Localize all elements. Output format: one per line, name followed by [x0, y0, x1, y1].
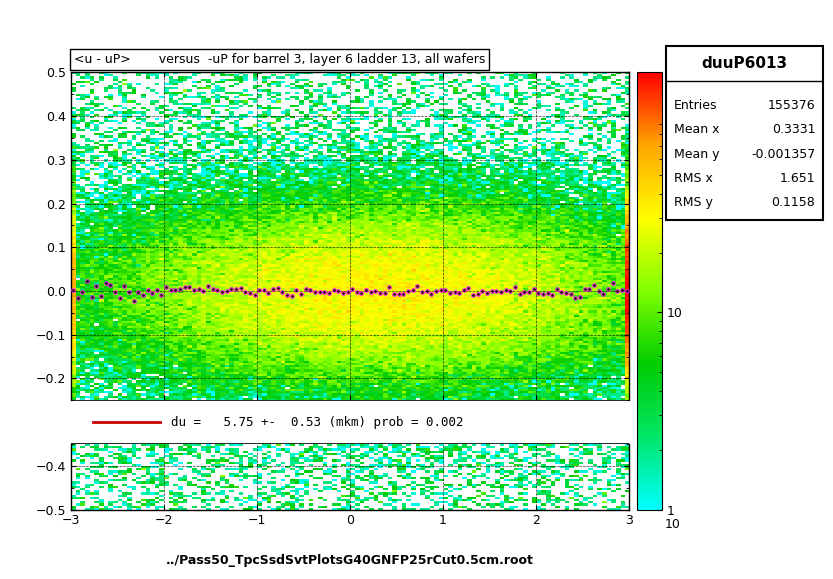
- Text: RMS y: RMS y: [674, 196, 713, 209]
- Text: 155376: 155376: [767, 99, 816, 112]
- Text: duuP6013: duuP6013: [701, 56, 788, 71]
- Text: RMS x: RMS x: [674, 172, 713, 185]
- Text: Entries: Entries: [674, 99, 718, 112]
- Text: ../Pass50_TpcSsdSvtPlotsG40GNFP25rCut0.5cm.root: ../Pass50_TpcSsdSvtPlotsG40GNFP25rCut0.5…: [166, 555, 534, 567]
- Text: 0.3331: 0.3331: [771, 123, 816, 136]
- Text: 1.651: 1.651: [780, 172, 816, 185]
- Text: Mean x: Mean x: [674, 123, 720, 136]
- Text: 10: 10: [665, 50, 681, 64]
- Text: -0.001357: -0.001357: [751, 148, 816, 160]
- Text: Mean y: Mean y: [674, 148, 720, 160]
- Text: 10: 10: [665, 518, 681, 532]
- Text: du =   5.75 +-  0.53 (mkm) prob = 0.002: du = 5.75 +- 0.53 (mkm) prob = 0.002: [172, 416, 464, 428]
- Text: <u - uP>       versus  -uP for barrel 3, layer 6 ladder 13, all wafers: <u - uP> versus -uP for barrel 3, layer …: [73, 53, 485, 66]
- Text: 0.1158: 0.1158: [771, 196, 816, 209]
